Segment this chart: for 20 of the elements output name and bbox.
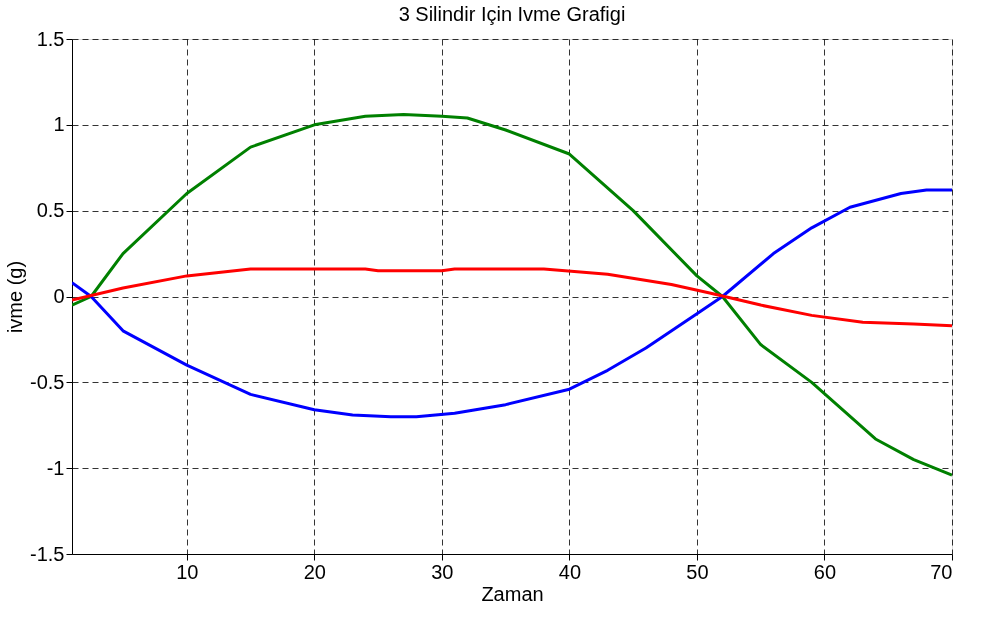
line-series (72, 188, 952, 419)
x-axis-title: Zaman (481, 582, 544, 605)
x-tick-label: 30 (431, 560, 454, 583)
y-tick-label: 1 (53, 113, 65, 136)
x-tick-label: 20 (303, 560, 326, 583)
line-series (72, 113, 952, 477)
y-tick-label: 0 (53, 285, 65, 307)
line-series (72, 267, 952, 328)
y-tick-label: -1 (46, 456, 65, 479)
y-axis-title: ivme (g) (4, 260, 27, 334)
y-tick-label: -0.5 (30, 370, 65, 393)
x-tick-label: 70 (930, 560, 953, 583)
x-tick-label: 10 (176, 560, 199, 583)
y-tick-label: 0.5 (36, 199, 65, 222)
y-tick-label: 1.5 (36, 27, 65, 50)
x-tick-label: 60 (813, 560, 837, 583)
x-tick-label: 40 (558, 560, 582, 583)
x-tick-label: 50 (686, 560, 709, 583)
y-tick-label: -1.5 (30, 542, 65, 565)
chart-title: 3 Silindir Için Ivme Grafigi (398, 3, 626, 25)
